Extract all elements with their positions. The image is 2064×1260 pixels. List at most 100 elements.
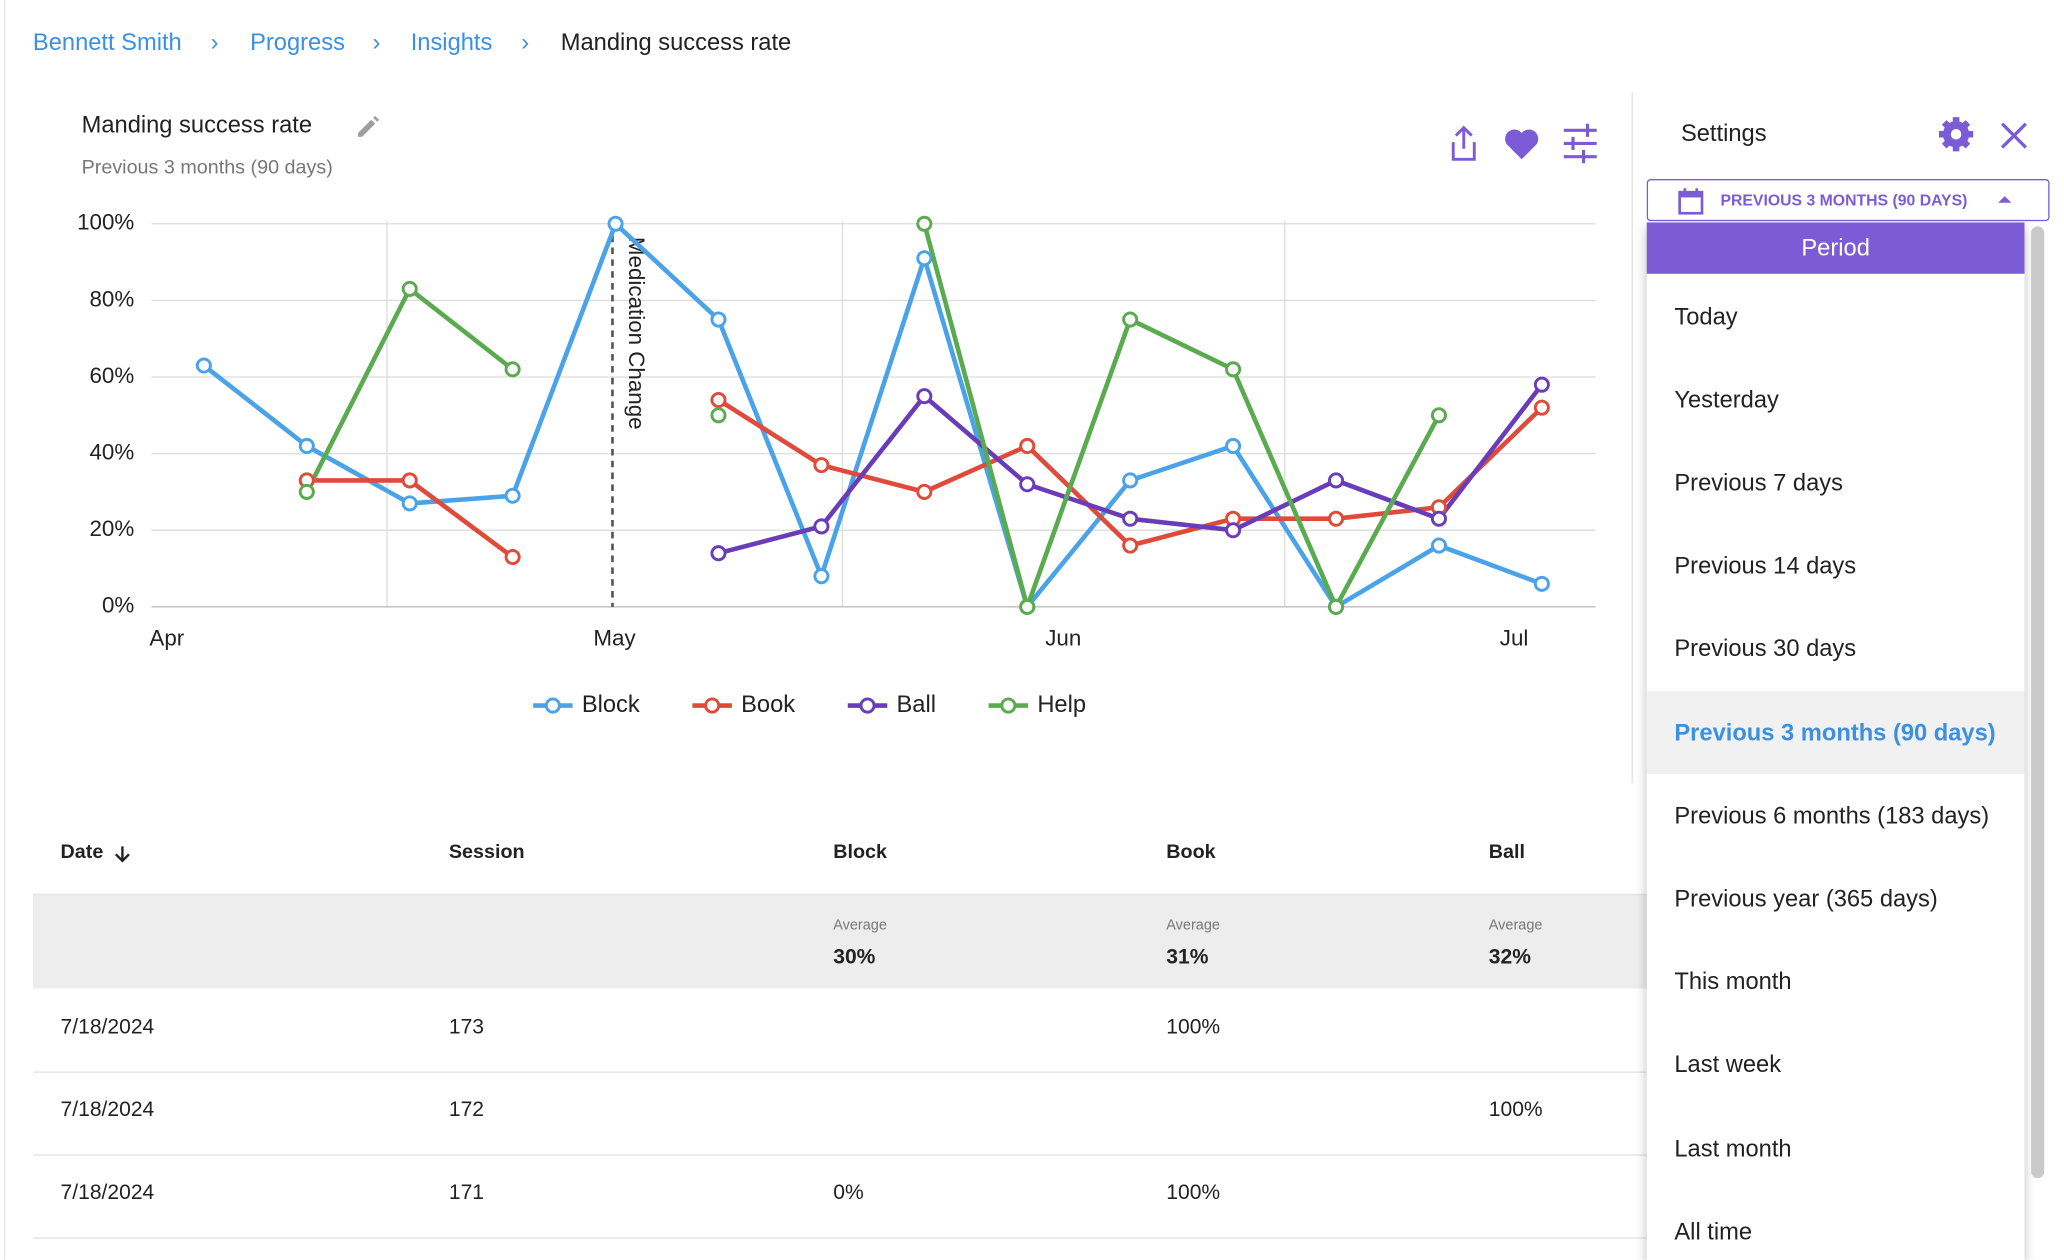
menu-option[interactable]: Last month (1647, 1107, 2025, 1190)
gear-icon[interactable] (1938, 117, 1974, 152)
data-point (298, 437, 315, 454)
legend-item[interactable]: Ball (847, 692, 936, 718)
legend-label: Block (582, 692, 640, 718)
table-cell: 172 (448, 1099, 485, 1122)
data-point (1430, 510, 1447, 527)
chevron: › (372, 28, 381, 56)
chart-title: Manding success rate (82, 113, 312, 139)
column-header[interactable]: Block (833, 841, 888, 864)
data-point (1122, 510, 1139, 527)
menu-option[interactable]: Previous 14 days (1647, 525, 2025, 608)
legend-label: Help (1037, 692, 1086, 718)
menu-option[interactable]: Yesterday (1647, 358, 2025, 441)
chart: Manding success rate Previous 3 months (… (77, 92, 1633, 784)
favorite-icon[interactable] (1505, 129, 1539, 160)
average-label: Average (1166, 917, 1220, 934)
average-label: Average (833, 917, 887, 934)
data-point (1122, 472, 1139, 489)
data-point (401, 472, 418, 489)
data-point (607, 215, 624, 232)
data-point (1327, 598, 1345, 615)
edit-icon[interactable] (358, 115, 380, 137)
menu-option[interactable]: Previous year (365 days) (1647, 857, 2025, 940)
legend-item[interactable]: Help (988, 692, 1086, 718)
data-point (916, 483, 933, 500)
scrollbar[interactable] (2031, 226, 2045, 1179)
table-cell: 100% (1166, 1016, 1221, 1039)
x-tick-label: Jul (1500, 626, 1529, 651)
row-divider (32, 1237, 1652, 1239)
legend-swatch (704, 697, 721, 714)
close-icon[interactable] (2000, 122, 2027, 149)
average-label: Average (1488, 917, 1543, 934)
menu-option-label: Previous 30 days (1674, 635, 1857, 662)
period-button[interactable]: PREVIOUS 3 MONTHS (90 DAYS) (1646, 179, 2050, 222)
menu-option-label: Previous 7 days (1674, 469, 1843, 496)
legend-swatch (544, 697, 561, 714)
calendar-icon (1678, 188, 1704, 215)
chevron: › (521, 28, 530, 56)
average-row (32, 895, 1652, 989)
table-cell: 7/18/2024 (60, 1016, 155, 1039)
data-point (916, 250, 933, 267)
y-tick-label: 60% (90, 363, 135, 388)
table-cell: 100% (1488, 1099, 1543, 1122)
menu-option-label: Previous 6 months (183 days) (1674, 801, 1990, 829)
column-header[interactable]: Date (60, 841, 104, 864)
legend-item[interactable]: Block (533, 692, 640, 718)
legend-label: Ball (896, 692, 936, 718)
data-point (1019, 437, 1036, 454)
data-point (1122, 537, 1139, 554)
menu-option[interactable]: Previous 7 days (1647, 441, 2025, 524)
data-point (1533, 399, 1550, 416)
series-line (306, 398, 1544, 559)
menu-option[interactable]: Today (1647, 275, 2025, 358)
average-value: 32% (1488, 946, 1531, 969)
data-point (916, 215, 933, 232)
share-icon[interactable] (1451, 125, 1476, 161)
y-tick-label: 0% (102, 593, 134, 618)
table-cell: 7/18/2024 (60, 1099, 155, 1122)
breadcrumb-link[interactable]: Insights (410, 28, 493, 56)
menu-option-label: Last month (1674, 1134, 1792, 1162)
legend-swatch (859, 697, 876, 714)
menu-option-label: Yesterday (1674, 385, 1779, 413)
data-point (813, 568, 830, 585)
data-point (1225, 437, 1242, 454)
filter-icon[interactable] (1563, 123, 1597, 164)
data-point (1019, 476, 1036, 493)
table-cell: 173 (448, 1016, 485, 1039)
table-cell: 100% (1166, 1182, 1221, 1205)
data-point (1225, 361, 1242, 378)
data-point (710, 407, 727, 424)
menu-option[interactable]: All time (1647, 1190, 2025, 1260)
average-value: 31% (1166, 946, 1209, 969)
legend-item[interactable]: Book (692, 692, 795, 718)
data-point (1430, 537, 1447, 554)
y-tick-label: 20% (90, 516, 135, 541)
column-header[interactable]: Book (1166, 841, 1216, 864)
breadcrumb-link[interactable]: Progress (250, 28, 345, 56)
breadcrumb-link[interactable]: Bennett Smith (32, 28, 182, 56)
menu-option[interactable]: Last week (1647, 1024, 2025, 1107)
sort-icon[interactable] (113, 845, 131, 863)
settings-icons (1938, 117, 2027, 152)
breadcrumb-current: Manding success rate (560, 28, 792, 56)
menu-option[interactable]: This month (1647, 941, 2025, 1024)
menu-option[interactable]: Previous 3 months (90 days) (1646, 691, 2025, 775)
x-tick-label: Apr (149, 626, 184, 651)
menu-option[interactable]: Previous 30 days (1647, 608, 2025, 691)
data-point (298, 483, 315, 500)
menu-option[interactable]: Previous 6 months (183 days) (1647, 774, 2025, 857)
menu-option-label: All time (1674, 1217, 1753, 1245)
column-header[interactable]: Ball (1488, 841, 1525, 864)
data-point (1122, 311, 1139, 328)
data-point (1327, 472, 1345, 489)
column-header[interactable]: Session (448, 841, 525, 864)
table-cell: 7/18/2024 (60, 1182, 155, 1205)
data-point (1019, 598, 1036, 615)
annotation-label: Medication Change (624, 237, 649, 430)
menu-option-label: Previous year (365 days) (1674, 885, 1938, 912)
